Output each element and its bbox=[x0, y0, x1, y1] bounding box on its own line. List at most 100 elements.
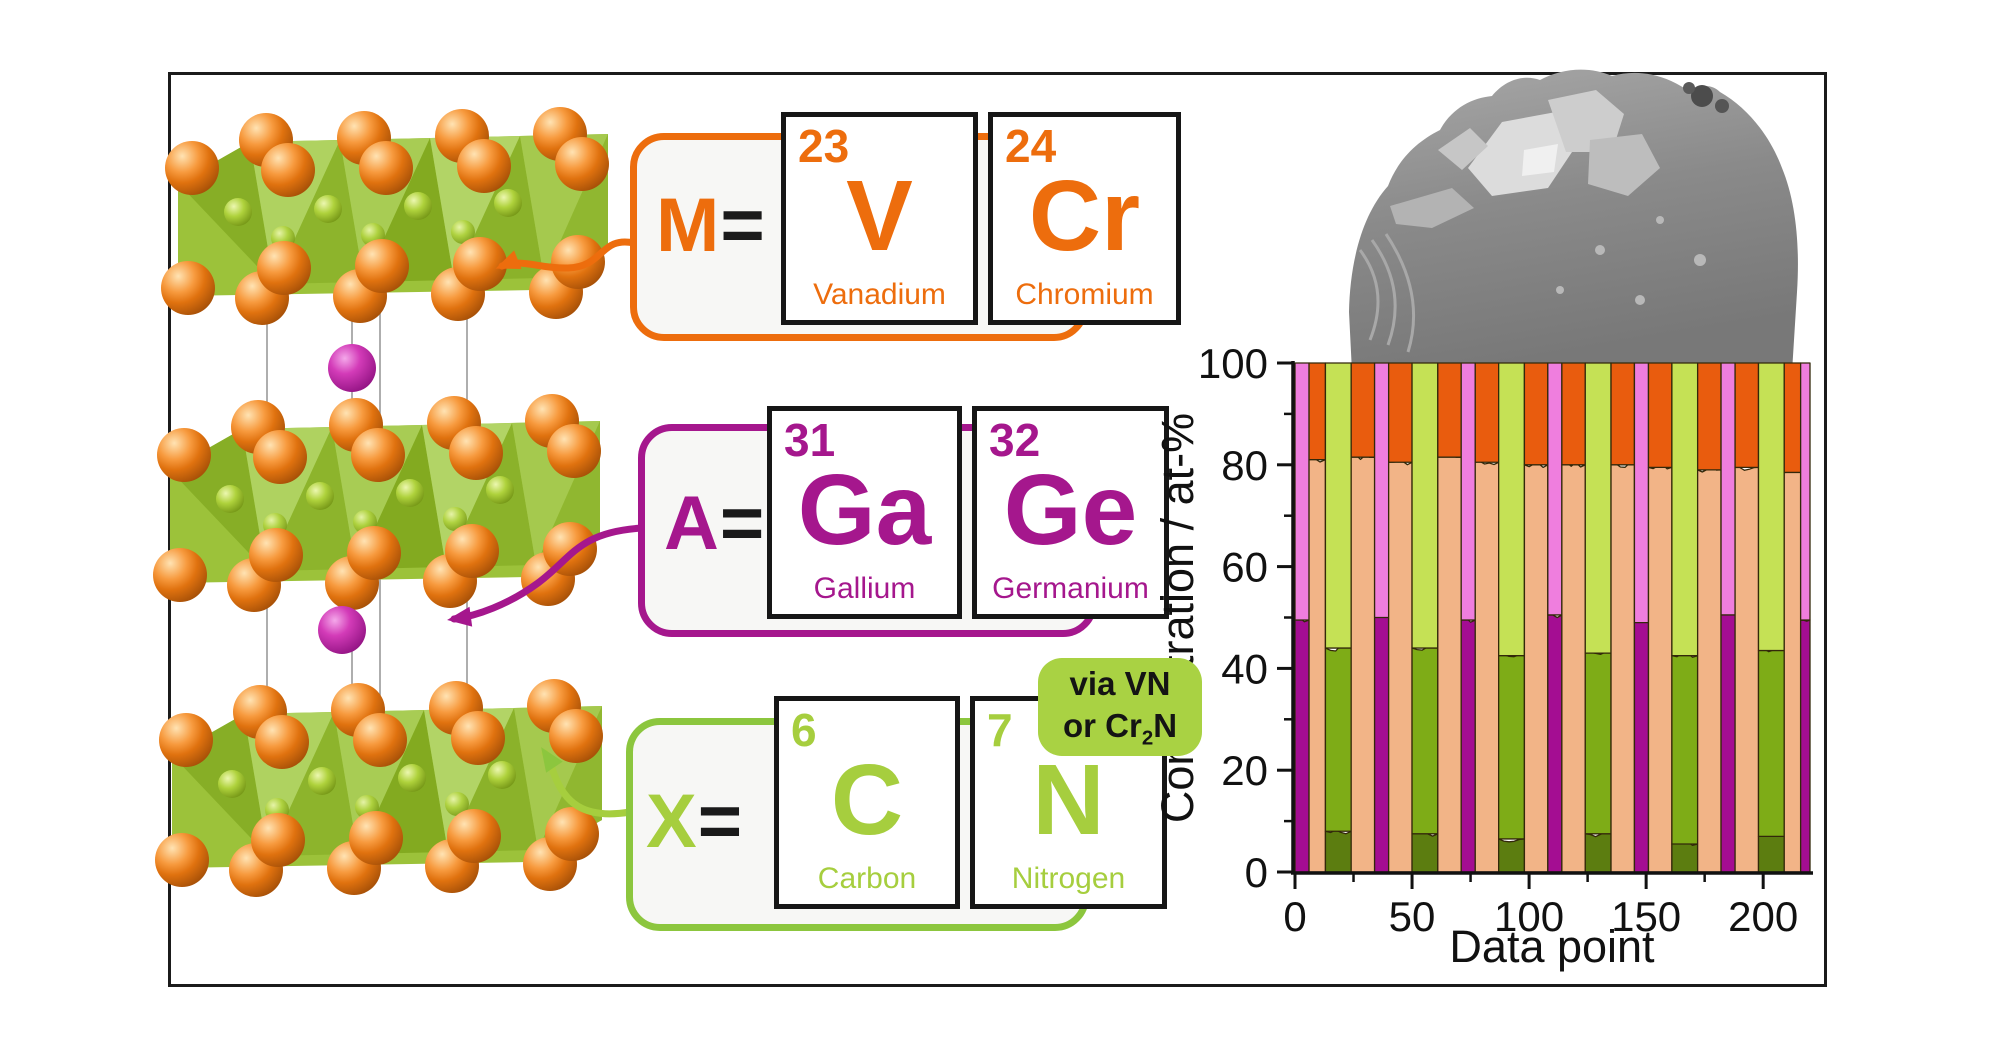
bar-segment-dark_green bbox=[1757, 832, 1785, 873]
y-tick-label: 100 bbox=[1198, 340, 1268, 387]
bar-segment-magenta bbox=[1799, 619, 1811, 873]
atomic-number: 23 bbox=[798, 120, 850, 172]
bar-segment-pink bbox=[1799, 362, 1811, 621]
bar-segment-orange bbox=[1350, 362, 1376, 458]
element-name: Vanadium bbox=[813, 278, 946, 311]
bar-segment-light_green bbox=[1324, 362, 1352, 649]
bar-segment-peach bbox=[1308, 457, 1327, 873]
x-tick-label: 200 bbox=[1728, 893, 1798, 940]
x-group-arrow bbox=[541, 747, 634, 818]
y-tick-label: 20 bbox=[1221, 747, 1268, 794]
bar-segment-magenta bbox=[1547, 614, 1563, 873]
a-atom-sphere bbox=[328, 344, 376, 392]
atomic-number: 31 bbox=[784, 414, 836, 466]
bar-segment-peach bbox=[1734, 466, 1760, 873]
element-name: Germanium bbox=[992, 572, 1149, 605]
atomic-number: 24 bbox=[1005, 120, 1057, 172]
bar-segment-peach bbox=[1523, 462, 1549, 873]
bar-segment-magenta bbox=[1294, 617, 1310, 873]
bar-segment-magenta bbox=[1460, 617, 1476, 873]
bar-segment-green bbox=[1498, 653, 1526, 840]
bar-segment-pink bbox=[1633, 362, 1650, 624]
y-tick-label: 60 bbox=[1221, 544, 1268, 591]
bar-segment-peach bbox=[1387, 460, 1413, 873]
element-name: Gallium bbox=[813, 572, 916, 605]
x-tick-label: 50 bbox=[1389, 893, 1436, 940]
bar-segment-peach bbox=[1350, 454, 1376, 873]
element-symbol: C bbox=[830, 743, 904, 856]
bar-segment-green bbox=[1671, 652, 1699, 845]
bar-segment-peach bbox=[1610, 462, 1636, 873]
y-tick-label: 0 bbox=[1245, 849, 1268, 896]
a-group-arrow bbox=[447, 524, 646, 627]
equals-sign: = bbox=[697, 779, 744, 864]
element-symbol: V bbox=[846, 159, 913, 272]
bar-segment-green bbox=[1324, 644, 1352, 832]
bar-segment-orange bbox=[1647, 362, 1673, 468]
bar-segment-pink bbox=[1373, 362, 1390, 619]
bar-segment-peach bbox=[1783, 468, 1802, 873]
element-symbol: Cr bbox=[1028, 159, 1141, 272]
bar-segment-dark_green bbox=[1324, 829, 1352, 873]
equals-sign: = bbox=[720, 183, 766, 268]
element-tile-cr: 24 Cr Chromium bbox=[988, 112, 1181, 325]
x-group-label: X= bbox=[646, 784, 743, 860]
bar-segment-peach bbox=[1696, 466, 1722, 873]
bar-segment-orange bbox=[1523, 362, 1549, 466]
a-atom-sphere bbox=[318, 606, 366, 654]
bar-segment-orange bbox=[1610, 362, 1636, 466]
y-axis-label: Concentration / at-% bbox=[1152, 413, 1203, 823]
sem-crystallites bbox=[1390, 90, 1660, 228]
bar-segment-dark_green bbox=[1498, 838, 1526, 873]
y-tick-label: 40 bbox=[1221, 645, 1268, 692]
element-tile-c: 6 C Carbon bbox=[774, 696, 960, 909]
bar-segment-pink bbox=[1294, 362, 1310, 621]
bar-segment-dark_green bbox=[1584, 831, 1612, 873]
sem-dark-debris bbox=[1683, 82, 1729, 113]
m-letter: M bbox=[656, 183, 721, 268]
bar-segment-magenta bbox=[1373, 615, 1390, 873]
atomic-number: 32 bbox=[989, 414, 1041, 466]
concentration-chart: 0 50 100 150 200 0 20 40 60 80 100 Concentration /… bbox=[1152, 340, 1813, 972]
equals-sign: = bbox=[719, 481, 766, 566]
bar-segment-orange bbox=[1387, 362, 1413, 463]
a-group-label: A= bbox=[664, 486, 765, 562]
x-letter: X bbox=[646, 779, 698, 864]
bar-segment-light_green bbox=[1584, 362, 1612, 654]
bar-segment-peach bbox=[1474, 460, 1500, 873]
bar-segment-green bbox=[1757, 648, 1785, 838]
x-axis-label: Data point bbox=[1449, 921, 1655, 972]
bar-segment-light_green bbox=[1498, 362, 1526, 657]
x-tick-label: 100 bbox=[1494, 893, 1564, 940]
element-symbol: Ge bbox=[1003, 453, 1138, 566]
bar-segment-orange bbox=[1783, 362, 1802, 474]
x-tick-label: 150 bbox=[1611, 893, 1681, 940]
bar-segment-peach bbox=[1437, 454, 1462, 873]
crystal-structure-graphic bbox=[153, 107, 609, 897]
element-name: Chromium bbox=[1015, 278, 1154, 311]
bar-segment-dark_green bbox=[1671, 840, 1699, 873]
bar-segment-pink bbox=[1547, 362, 1563, 616]
m-group-arrow bbox=[495, 238, 638, 272]
bar-segment-orange bbox=[1561, 362, 1586, 466]
bar-segment-light_green bbox=[1757, 362, 1785, 652]
badge-line-2: or Cr2N bbox=[1062, 706, 1178, 750]
bar-segment-peach bbox=[1647, 463, 1673, 873]
y-tick-label: 80 bbox=[1221, 442, 1268, 489]
element-name: Nitrogen bbox=[1011, 862, 1126, 895]
element-tile-v: 23 V Vanadium bbox=[781, 112, 978, 325]
element-symbol: Ga bbox=[797, 453, 932, 566]
via-vn-badge: via VN or Cr2N bbox=[1038, 658, 1202, 756]
bar-segment-peach bbox=[1561, 461, 1586, 873]
bar-segment-orange bbox=[1474, 362, 1500, 463]
element-tile-ge: 32 Ge Germanium bbox=[972, 406, 1169, 619]
element-symbol: N bbox=[1032, 743, 1105, 856]
bar-segment-pink bbox=[1460, 362, 1476, 621]
element-name: Carbon bbox=[817, 862, 917, 895]
bar-segment-light_green bbox=[1671, 362, 1699, 657]
scheme-arrows bbox=[447, 238, 646, 818]
sem-micrograph bbox=[1349, 69, 1798, 372]
m-group-label: M= bbox=[656, 188, 766, 264]
bar-segment-pink bbox=[1720, 362, 1736, 616]
